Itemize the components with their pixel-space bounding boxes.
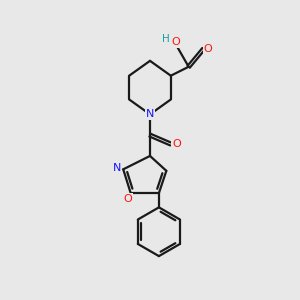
Text: O: O (171, 38, 180, 47)
Text: O: O (172, 139, 181, 149)
Text: O: O (123, 194, 132, 204)
Text: O: O (204, 44, 212, 54)
Text: N: N (146, 109, 154, 119)
Text: H: H (163, 34, 170, 44)
Text: N: N (112, 163, 121, 173)
